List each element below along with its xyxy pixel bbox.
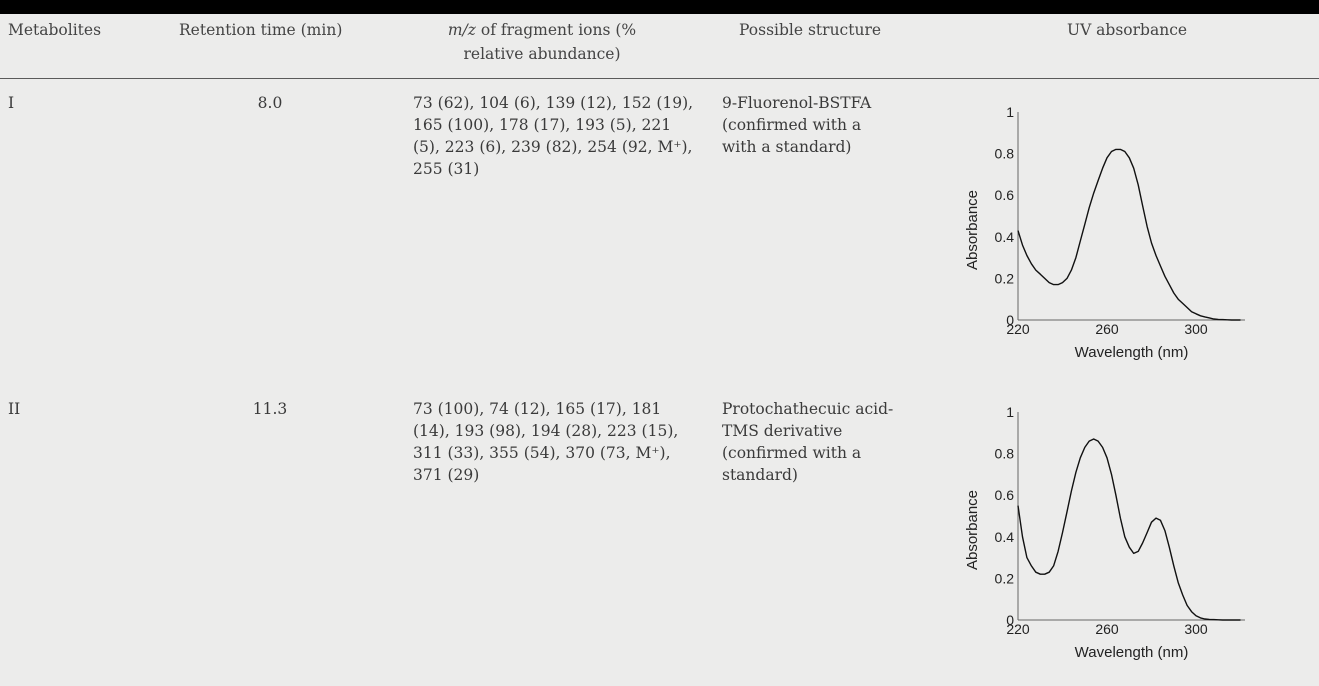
x-tick-label: 220	[1006, 621, 1030, 637]
row-2-structure: Protochathecuic acid-TMS derivative (con…	[722, 400, 894, 484]
header-retention-time: Retention time (min)	[179, 21, 343, 39]
y-tick-label: 0	[1006, 312, 1014, 328]
y-tick-label: 0.6	[995, 187, 1015, 203]
table-top-bar	[0, 0, 1319, 14]
header-mz-text: of fragment ions (%	[475, 21, 637, 39]
row-1-fragment-ions: 73 (62), 104 (6), 139 (12), 152 (19), 16…	[413, 94, 694, 178]
y-axis-label: Absorbance	[964, 190, 981, 270]
x-tick-label: 260	[1095, 321, 1119, 337]
header-uv-absorbance: UV absorbance	[1067, 21, 1188, 39]
header-divider	[0, 78, 1319, 79]
header-metabolites: Metabolites	[8, 21, 102, 39]
y-tick-label: 0.2	[995, 570, 1015, 586]
x-axis-label: Wavelength (nm)	[1075, 344, 1189, 361]
row-1-structure: 9-Fluorenol-BSTFA (confirmed with a with…	[722, 94, 872, 156]
header-possible-structure: Possible structure	[739, 21, 882, 39]
absorbance-series-line	[1017, 148, 1241, 321]
uv-chart-2: 0 0.2 0.4 0.6 0.8 1 220 260 300 Wavelength (nm) Ab…	[964, 404, 1245, 661]
y-tick-label: 1	[1006, 104, 1014, 120]
x-axis-label: Wavelength (nm)	[1075, 644, 1189, 661]
row-1-metabolite: I	[8, 94, 15, 112]
row-2-retention-time: 11.3	[252, 400, 288, 418]
uv-chart-1: 0 0.2 0.4 0.6 0.8 1 220 260 300 Wavelength (nm) Ab…	[964, 104, 1245, 361]
header-mz-text-line2: relative abundance)	[463, 45, 621, 63]
row-2-metabolite: II	[8, 400, 21, 418]
y-tick-label: 0.6	[995, 487, 1015, 503]
y-tick-label: 0	[1006, 612, 1014, 628]
y-axis-label: Absorbance	[964, 490, 981, 570]
y-tick-label: 1	[1006, 404, 1014, 420]
x-tick-label: 300	[1184, 321, 1208, 337]
x-tick-label: 300	[1184, 621, 1208, 637]
x-tick-label: 220	[1006, 321, 1030, 337]
header-mz-symbol: m/z	[447, 21, 476, 39]
y-tick-label: 0.8	[995, 146, 1015, 162]
row-1-retention-time: 8.0	[257, 94, 283, 112]
row-2-fragment-ions: 73 (100), 74 (12), 165 (17), 181 (14), 1…	[413, 400, 679, 484]
absorbance-series-line	[1017, 438, 1241, 621]
y-tick-label: 0.2	[995, 270, 1015, 286]
y-tick-label: 0.4	[995, 229, 1015, 245]
y-tick-label: 0.4	[995, 529, 1015, 545]
x-tick-label: 260	[1095, 621, 1119, 637]
y-tick-label: 0.8	[995, 446, 1015, 462]
header-mz-fragments: m/z of fragment ions (% relative abundan…	[422, 18, 662, 66]
